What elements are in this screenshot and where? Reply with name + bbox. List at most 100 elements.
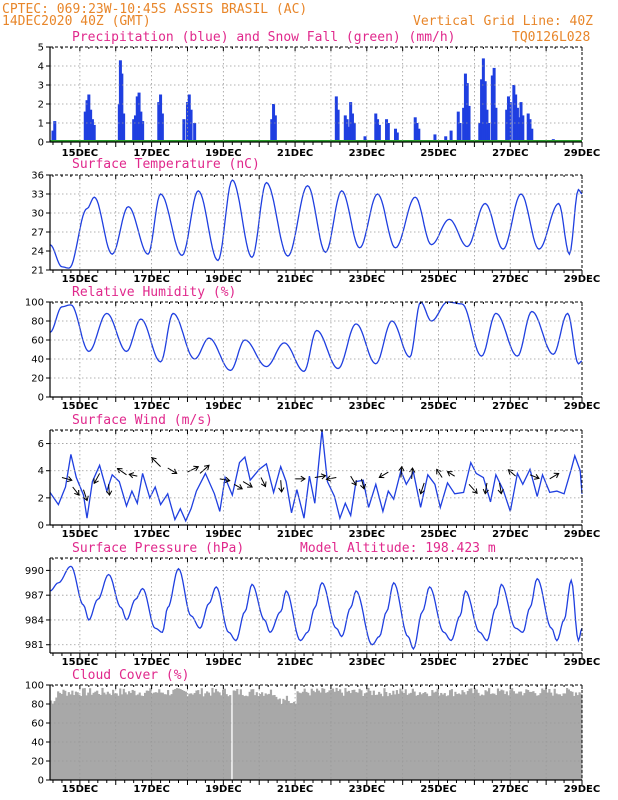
cloud-bar [305,691,308,780]
cloud-bar [461,690,464,780]
cloud-bar [392,690,395,780]
cloud-bar [378,691,381,780]
wind-arrow-head [106,490,113,497]
cloud-bar [280,703,283,780]
cloud-bar [301,691,304,780]
y-tick-label: 2 [38,493,44,504]
cloud-bar [344,688,347,780]
cloud-bar [253,695,257,780]
cloud-bar [232,690,235,780]
x-date-label: 21DEC [277,274,313,285]
cloud-bar [119,688,122,780]
cloud-bar [512,691,516,780]
x-date-label: 21DEC [277,657,313,668]
precip-bar [467,105,471,142]
cloud-bar [569,691,572,780]
cloud-bar [528,691,531,780]
wind-arrow-head [82,495,89,502]
precip-bar [189,109,193,142]
cloud-bar [355,692,358,780]
cloud-bar [128,691,131,780]
cloud-bar [292,701,296,780]
wind-arrow [420,482,425,494]
cloud-bar [284,700,287,780]
precip-bar [505,109,509,142]
cloud-bar [406,694,409,780]
precip-bar [478,123,482,142]
x-date-label: 29DEC [564,274,600,285]
cloud-bar [488,688,491,780]
wind-arrow [242,481,253,488]
y-tick-label: 100 [25,681,44,692]
wind-arrow [129,473,138,477]
x-date-label: 29DEC [564,657,600,668]
cloud-bar [92,692,95,780]
cloud-bar [573,695,576,780]
header-run-date: 14DEC2020 40Z (GMT) [2,14,151,29]
cloud-bar [110,695,113,780]
cloud-bar [323,688,326,780]
header-location: CPTEC: 069:23W-10:45S ASSIS BRASIL (AC) [2,2,307,17]
cloud-bar [135,695,138,780]
cloud-bar [236,688,239,780]
y-tick-label: 60 [31,336,44,347]
wind-arrow-head [247,482,253,488]
cloud-bar [275,696,278,780]
cloud-bar [340,692,343,780]
cloud-bar [248,691,251,780]
wind-arrow-head [74,490,80,496]
cloud-bar [268,693,271,780]
y-tick-label: 27 [31,228,44,239]
cloud-bar [500,689,503,780]
precip-bar [160,113,164,142]
cloud-bar [165,694,168,780]
wind-arrow [350,475,357,486]
precip-bar [352,123,356,142]
cloud-bar [198,694,202,780]
cloud-bar [433,692,436,780]
precip-bar [490,75,494,142]
precip-bar [187,94,191,142]
wind-arrow-head [472,488,478,495]
x-date-label: 25DEC [420,274,456,285]
y-tick-label: 990 [25,566,44,577]
x-date-label: 15DEC [62,274,98,285]
model-altitude-label: Model Altitude: 198.423 m [300,541,496,556]
cloud-bar [519,691,523,780]
precip-bar [463,73,467,142]
x-date-label: 21DEC [277,401,313,412]
wind-arrow [447,471,455,477]
cloud-bar [174,689,177,780]
cloud-bar [402,693,406,780]
cloud-bar [310,688,313,780]
x-date-label: 27DEC [492,148,528,159]
cloud-bar [252,689,255,780]
cloud-bar [175,688,179,780]
y-tick-label: 80 [31,700,44,711]
cloud-bar [129,692,132,780]
cloud-bar [120,694,124,780]
wind-arrow-head [325,475,332,482]
precip-bar [159,94,163,142]
cloud-bar [349,693,352,780]
cloud-bar [115,693,118,780]
series-line-2 [49,301,583,373]
precip-bar [122,113,126,142]
humidity-title: Relative Humidity (%) [72,285,236,300]
precip-bar [132,119,136,142]
cloud-bar [339,689,342,780]
cloud-bar [424,692,427,780]
wind-arrow-head [237,484,244,490]
cloud-bar [447,695,450,780]
cloud-bar [87,692,90,780]
wind-arrow-head [128,472,135,479]
cloud-bar [463,692,466,780]
x-date-label: 19DEC [205,148,241,159]
panel-1: 21 24 27 30 33 36 15DEC 17DEC 19DEC 21DEC 23DEC 25D… [31,171,600,286]
cloud-bar [269,689,273,780]
x-date-label: 15DEC [62,401,98,412]
wind-arrow-head [507,469,514,475]
cloud-bar [477,692,480,780]
cloud-bar [65,695,69,780]
cloud-bar [523,693,526,780]
